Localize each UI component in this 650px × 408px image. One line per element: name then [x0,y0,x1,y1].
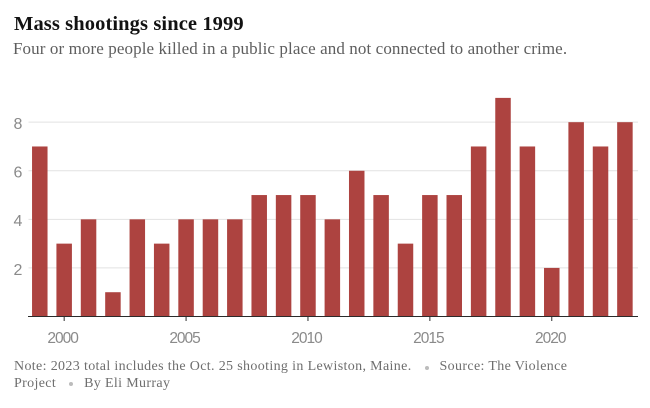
svg-text:2020: 2020 [535,330,567,347]
svg-text:2015: 2015 [413,330,444,347]
svg-text:8: 8 [13,116,22,133]
svg-text:4: 4 [13,213,22,230]
svg-text:2: 2 [13,262,22,279]
svg-text:2000: 2000 [47,330,79,347]
svg-text:2010: 2010 [291,330,323,347]
svg-text:2005: 2005 [169,330,200,347]
svg-text:6: 6 [13,165,22,182]
